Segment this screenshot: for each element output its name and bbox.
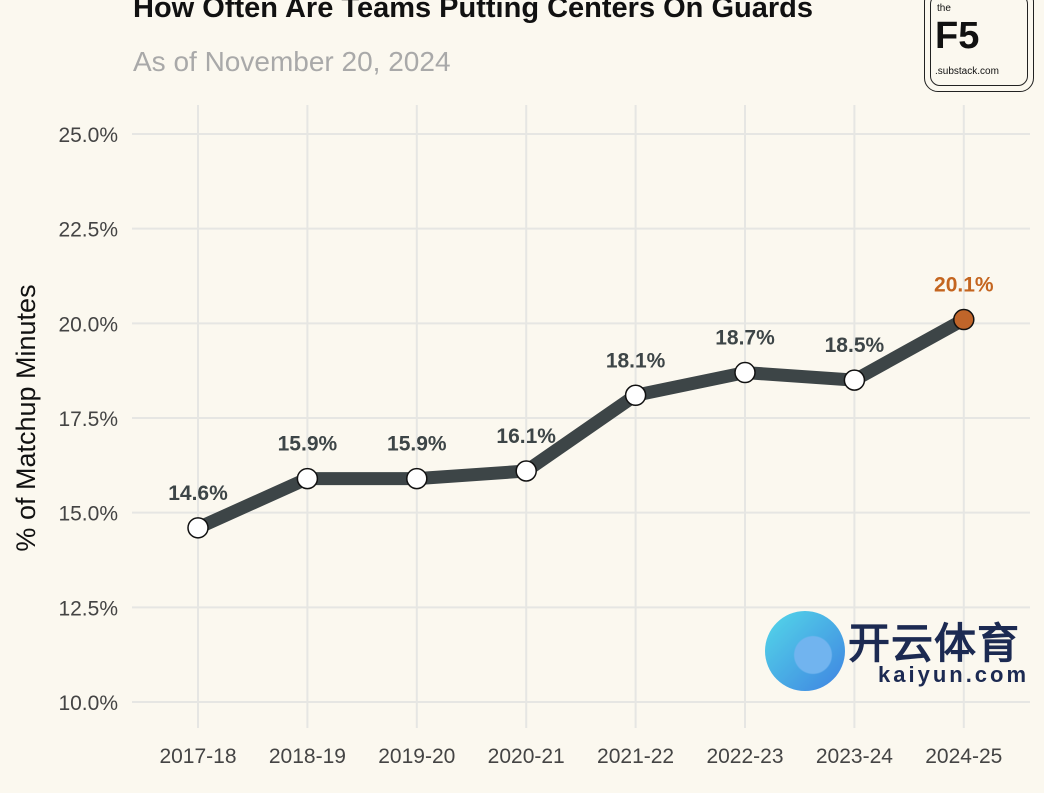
data-label: 20.1% — [934, 274, 994, 297]
x-tick-label: 2018-19 — [269, 745, 346, 768]
data-point — [515, 460, 537, 482]
data-point — [187, 517, 209, 539]
chart-subtitle: As of November 20, 2024 — [133, 46, 451, 77]
x-tick-label: 2021-22 — [597, 745, 674, 768]
y-tick-label: 22.5% — [58, 219, 118, 242]
x-tick-label: 2020-21 — [488, 745, 565, 768]
data-label: 15.9% — [387, 433, 447, 456]
data-labels: 14.6% 15.9% 15.9% 16.1% 18.1% 18.7% 18.5% 20.1% — [168, 274, 994, 505]
data-point — [734, 361, 756, 384]
data-label: 15.9% — [278, 433, 338, 456]
trend-line — [191, 313, 971, 535]
x-tick-label: 2024-25 — [925, 745, 1002, 768]
logo-domain: .substack.com — [935, 66, 999, 77]
data-point — [406, 467, 428, 490]
chart-title: How Often Are Teams Putting Centers On G… — [133, 0, 813, 24]
data-label: 18.1% — [606, 349, 666, 372]
y-tick-label: 12.5% — [58, 597, 118, 620]
logo-f5: F5 — [935, 15, 980, 57]
data-point — [624, 384, 647, 407]
y-axis-ticks: 10.0% 12.5% 15.0% 17.5% 20.0% 22.5% 25.0% — [58, 124, 118, 715]
y-tick-label: 25.0% — [58, 124, 118, 147]
data-point — [296, 467, 319, 490]
data-label: 18.7% — [715, 327, 775, 350]
x-tick-label: 2017-18 — [159, 745, 236, 768]
highlight-point — [953, 308, 975, 331]
x-axis-ticks: 2017-18 2018-19 2019-20 2020-21 2021-22 2022-… — [159, 745, 1002, 768]
gridlines — [132, 105, 1030, 728]
data-label: 18.5% — [825, 334, 885, 357]
data-point — [843, 369, 866, 391]
f5-logo: the F5 .substack.com — [924, 0, 1034, 92]
x-tick-label: 2023-24 — [816, 745, 893, 768]
data-label: 14.6% — [168, 482, 228, 505]
x-tick-label: 2022-23 — [706, 745, 783, 768]
data-label: 16.1% — [496, 425, 556, 448]
y-tick-label: 15.0% — [58, 503, 118, 526]
y-tick-label: 20.0% — [58, 313, 118, 336]
series-line — [187, 308, 975, 539]
y-tick-label: 10.0% — [58, 692, 118, 715]
x-tick-label: 2019-20 — [378, 745, 455, 768]
y-axis-label: % of Matchup Minutes — [11, 284, 41, 551]
y-tick-label: 17.5% — [58, 408, 118, 431]
logo-the: the — [937, 3, 951, 14]
